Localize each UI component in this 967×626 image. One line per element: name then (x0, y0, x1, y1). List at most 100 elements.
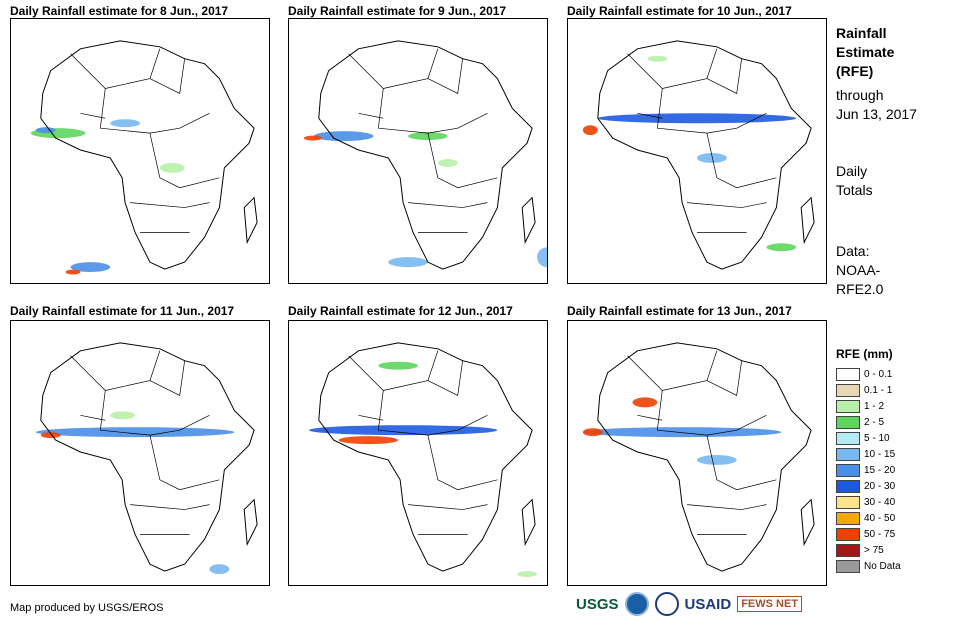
legend-item: 20 - 30 (836, 478, 901, 494)
country-border (427, 360, 463, 396)
africa-map-svg (30, 40, 258, 275)
africa-map-svg (582, 40, 815, 270)
legend-item: 50 - 75 (836, 526, 901, 542)
rainfall-area (582, 125, 598, 136)
sidebar-data-line-1: Data: (836, 243, 870, 259)
logo-strip: USGS USAID FEWS NET (576, 592, 803, 616)
country-border (706, 360, 742, 396)
legend-item: No Data (836, 558, 901, 574)
country-border (427, 58, 463, 94)
sidebar-title-line-1: Rainfall (836, 25, 887, 41)
legend-label: 10 - 15 (864, 448, 896, 460)
legend-item: 1 - 2 (836, 398, 901, 414)
rainfall-area (110, 119, 140, 128)
rainfall-area (378, 361, 418, 370)
country-border (130, 504, 210, 510)
legend-label: 0 - 0.1 (864, 368, 893, 380)
panel-title-2: Daily Rainfall estimate for 9 Jun., 2017 (288, 4, 507, 18)
rainfall-map-5 (288, 320, 548, 586)
africa-coastline (40, 40, 255, 270)
country-border (637, 112, 663, 119)
rainfall-area (338, 436, 399, 445)
country-border (100, 414, 210, 436)
legend-title: RFE (mm) (836, 347, 893, 361)
rainfall-area (35, 127, 56, 134)
africa-map-svg (35, 342, 258, 575)
legend-item: 0 - 0.1 (836, 366, 901, 382)
country-border (383, 48, 439, 89)
africa-coastline (318, 40, 533, 270)
rainfall-map-6 (567, 320, 827, 586)
rainfall-map-1 (10, 18, 270, 284)
legend-swatch (836, 463, 860, 477)
rainfall-area (597, 113, 797, 124)
legend-swatch (836, 367, 860, 381)
legend-swatch (836, 399, 860, 413)
legend-swatch (836, 543, 860, 557)
panel-title-5: Daily Rainfall estimate for 12 Jun., 201… (288, 304, 513, 318)
sidebar-totals-line-2: Totals (836, 182, 873, 198)
country-border (383, 350, 439, 391)
legend-swatch (836, 479, 860, 493)
rainfall-map-3 (567, 18, 827, 284)
rainfall-area (303, 135, 322, 141)
panel-title-4: Daily Rainfall estimate for 11 Jun., 201… (10, 304, 235, 318)
rainfall-area (582, 428, 603, 437)
country-border (358, 414, 384, 421)
usgs-logo: USGS (576, 595, 619, 613)
sidebar-data: Data: NOAA- RFE2.0 (836, 242, 883, 299)
legend-swatch (836, 511, 860, 525)
sidebar-through-line-1: through (836, 87, 884, 103)
rainfall-area (408, 132, 448, 141)
legend-item: 0.1 - 1 (836, 382, 901, 398)
sidebar-title-line-3: (RFE) (836, 63, 874, 79)
legend-swatch (836, 495, 860, 509)
rainfall-area (517, 571, 538, 578)
legend-item: 40 - 50 (836, 510, 901, 526)
country-border (408, 504, 488, 510)
legend-swatch (836, 447, 860, 461)
legend-label: 30 - 40 (864, 496, 896, 508)
country-border (378, 414, 488, 436)
madagascar-outline (800, 196, 815, 245)
legend-label: 5 - 10 (864, 432, 890, 444)
sidebar-data-line-2: NOAA- (836, 262, 881, 278)
panel-title-3: Daily Rainfall estimate for 10 Jun., 201… (567, 4, 792, 18)
legend-label: > 75 (864, 544, 884, 556)
country-border (80, 112, 106, 119)
country-border (706, 58, 742, 94)
legend-label: 40 - 50 (864, 512, 896, 524)
country-border (627, 53, 663, 129)
legend-label: 0.1 - 1 (864, 384, 893, 396)
rainfall-area (766, 243, 797, 252)
rainfall-area (308, 425, 498, 436)
africa-map-svg (303, 40, 547, 270)
rainfall-area (647, 55, 668, 62)
legend-item: 2 - 5 (836, 414, 901, 430)
country-border (706, 133, 777, 189)
country-border (149, 133, 220, 189)
legend-label: No Data (864, 560, 901, 572)
country-border (80, 414, 106, 421)
country-border (105, 350, 161, 391)
country-border (427, 435, 498, 491)
country-border (408, 202, 488, 208)
legend-label: 2 - 5 (864, 416, 885, 428)
sidebar-title-line-2: Estimate (836, 44, 895, 60)
legend-item: 15 - 20 (836, 462, 901, 478)
country-border (627, 355, 663, 431)
noaa-logo-icon (624, 592, 649, 616)
legend-label: 15 - 20 (864, 464, 896, 476)
usaid-seal-icon (654, 592, 679, 616)
legend-item: 30 - 40 (836, 494, 901, 510)
madagascar-outline (521, 498, 536, 547)
rainfall-area (70, 262, 111, 273)
sidebar-title: Rainfall Estimate (RFE) (836, 24, 894, 81)
rainfall-area (110, 411, 136, 420)
panel-title-6: Daily Rainfall estimate for 13 Jun., 201… (567, 304, 792, 318)
map-credit: Map produced by USGS/EROS (10, 602, 164, 614)
rainfall-area (537, 247, 547, 268)
madagascar-outline (521, 196, 536, 245)
legend-swatch (836, 527, 860, 541)
africa-coastline (597, 40, 812, 270)
